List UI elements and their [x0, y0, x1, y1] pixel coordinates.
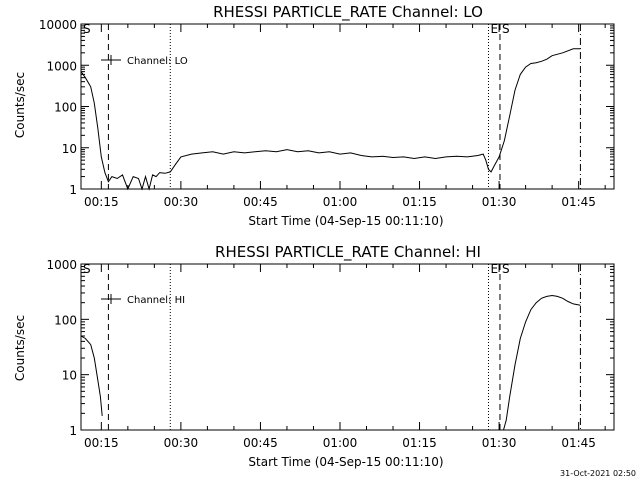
y-tick-label: 10	[62, 142, 77, 156]
y-tick-label: 10000	[39, 18, 77, 32]
chart-panel-lo: RHESSI PARTICLE_RATE Channel: LO Counts/…	[13, 3, 615, 228]
chart-title: RHESSI PARTICLE_RATE Channel: HI	[215, 243, 481, 262]
legend: Channel: LO	[101, 55, 188, 67]
plot-frame	[80, 263, 615, 431]
chart-panel-hi: RHESSI PARTICLE_RATE Channel: HI Counts/…	[13, 243, 615, 469]
series-line	[80, 48, 581, 191]
x-tick-label: 01:00	[323, 436, 358, 450]
event-marker-label: E	[490, 262, 498, 276]
x-tick-label: 00:15	[84, 436, 119, 450]
x-axis-label: Start Time (04-Sep-15 00:11:10)	[248, 455, 443, 469]
event-marker-label: E	[490, 22, 498, 36]
x-tick-label: 01:15	[402, 436, 437, 450]
event-marker-label: S	[83, 262, 91, 276]
series-line	[503, 294, 581, 431]
y-axis-label: Counts/sec	[13, 315, 27, 381]
x-tick-label: 00:45	[243, 195, 278, 209]
y-tick-label: 1000	[46, 258, 77, 272]
x-tick-label: 01:15	[402, 195, 437, 209]
y-tick-label: 1	[69, 424, 77, 438]
legend: Channel: HI	[101, 294, 185, 306]
x-tick-label: 01:00	[323, 195, 358, 209]
y-tick-label: 1000	[46, 59, 77, 73]
generation-timestamp: 31-Oct-2021 02:50	[560, 469, 636, 478]
y-tick-label: 100	[54, 101, 77, 115]
legend-entry: Channel: LO	[127, 56, 188, 67]
x-tick-label: 01:30	[482, 195, 517, 209]
x-tick-label: 01:45	[561, 436, 596, 450]
event-marker-label: S	[502, 22, 510, 36]
x-tick-label: 00:30	[164, 195, 199, 209]
x-tick-label: 01:30	[482, 436, 517, 450]
x-tick-label: 00:15	[84, 195, 119, 209]
legend-entry: Channel: HI	[127, 295, 185, 306]
event-marker-label: S	[502, 262, 510, 276]
x-tick-label: 00:30	[164, 436, 199, 450]
x-axis-label: Start Time (04-Sep-15 00:11:10)	[248, 214, 443, 228]
y-tick-label: 100	[54, 313, 77, 327]
x-tick-label: 00:45	[243, 436, 278, 450]
series-line	[80, 335, 103, 416]
y-tick-label: 10	[62, 369, 77, 383]
y-tick-label: 1	[69, 183, 77, 197]
y-axis-label: Counts/sec	[13, 72, 27, 138]
chart-title: RHESSI PARTICLE_RATE Channel: LO	[213, 3, 483, 22]
plot-frame	[80, 23, 615, 190]
x-tick-label: 01:45	[561, 195, 596, 209]
event-marker-label: S	[83, 22, 91, 36]
